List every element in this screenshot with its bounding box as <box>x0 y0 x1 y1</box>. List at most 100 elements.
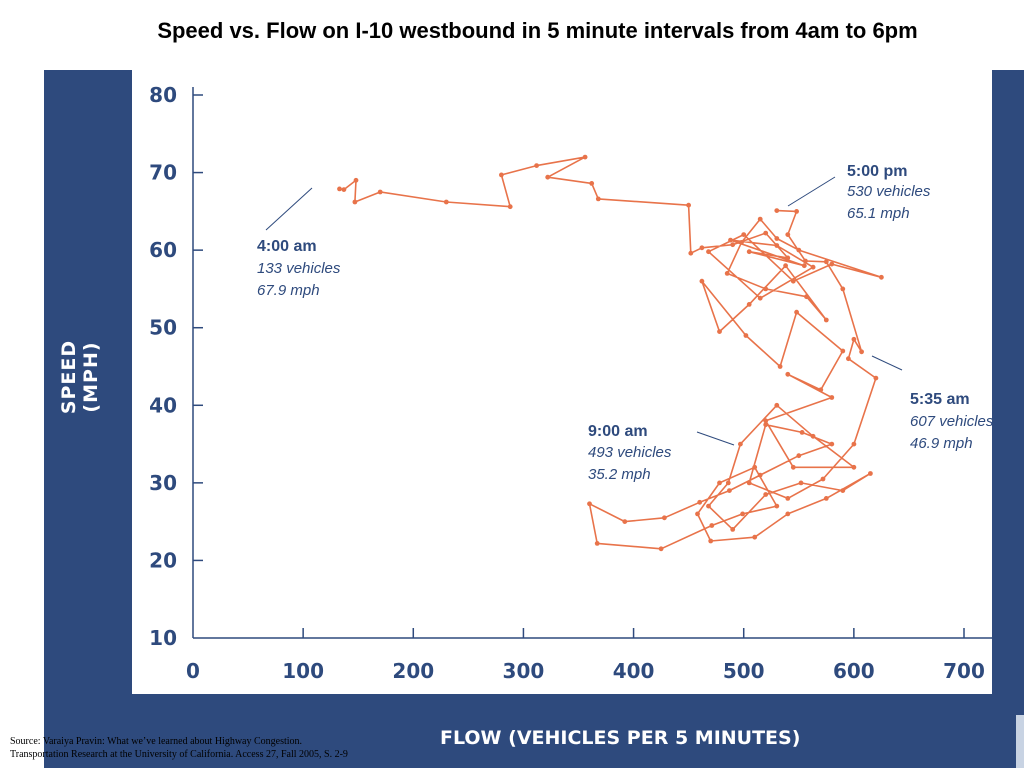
y-axis-label: SPEED (MPH) <box>58 339 102 415</box>
data-point <box>746 249 752 255</box>
annotation-4am-vehicles: 133 vehicles <box>257 260 341 277</box>
chart-frame-accent <box>1016 715 1024 768</box>
data-point <box>757 472 763 478</box>
x-tick-label: 100 <box>282 659 324 683</box>
data-point <box>804 294 809 300</box>
annotation-9am-vehicles: 493 vehicles <box>588 444 672 461</box>
data-point <box>785 255 791 261</box>
data-point <box>859 349 864 355</box>
data-point <box>829 261 835 267</box>
data-point <box>697 499 703 505</box>
data-point <box>377 189 383 195</box>
x-tick-label: 200 <box>392 659 434 683</box>
x-tick-label: 600 <box>833 659 875 683</box>
data-point <box>799 430 805 435</box>
annotation-535am-time: 5:35 am <box>910 391 970 408</box>
data-point <box>699 245 705 251</box>
data-point <box>879 274 884 280</box>
x-axis-label: FLOW (VEHICLES PER 5 MINUTES) <box>440 727 801 749</box>
data-point <box>763 492 769 497</box>
data-point <box>699 278 705 284</box>
data-point <box>740 511 745 517</box>
data-point <box>717 329 722 334</box>
data-point <box>829 441 835 447</box>
data-point <box>823 317 829 323</box>
annotation-535am-speed: 46.9 mph <box>910 435 973 452</box>
data-point <box>785 511 791 517</box>
data-point <box>353 177 359 183</box>
plot-panel: 0 100 200 300 400 500 600 700 10 20 30 40 50 60 70 80 4… <box>132 70 992 694</box>
data-point <box>829 395 835 400</box>
data-point <box>763 286 769 292</box>
data-point <box>730 527 736 532</box>
data-point <box>840 286 846 292</box>
data-point <box>785 496 791 501</box>
data-point <box>727 488 732 493</box>
data-point <box>763 230 769 236</box>
annotation-leader-4am <box>265 187 313 231</box>
annotation-535am-vehicles: 607 vehicles <box>910 413 992 430</box>
y-tick-label: 20 <box>149 548 177 572</box>
source-citation: Source: Varaiya Pravin: What we’ve learn… <box>10 735 348 761</box>
data-point <box>341 187 347 192</box>
data-point <box>798 480 804 486</box>
data-point <box>790 464 796 470</box>
data-point <box>840 488 846 493</box>
y-tick-label: 40 <box>149 393 177 417</box>
data-point <box>823 259 829 265</box>
data-point <box>796 453 802 459</box>
data-point <box>743 333 749 338</box>
data-point <box>774 236 780 241</box>
data-point <box>810 264 816 270</box>
data-point <box>774 503 780 509</box>
y-tick-label: 70 <box>149 161 177 185</box>
annotation-5pm-speed: 65.1 mph <box>847 205 910 222</box>
data-point <box>794 209 799 214</box>
annotation-leader-535am <box>871 355 903 371</box>
data-point <box>662 515 667 521</box>
data-point <box>810 433 816 439</box>
chart-frame-left <box>44 70 132 768</box>
annotation-4am-speed: 67.9 mph <box>257 282 320 299</box>
annotation-5pm-time: 5:00 pm <box>847 163 907 180</box>
data-point <box>777 364 783 369</box>
data-point <box>725 480 731 486</box>
data-point <box>752 534 758 540</box>
data-point <box>622 519 628 524</box>
annotation-5pm-vehicles: 530 vehicles <box>847 183 931 200</box>
data-point <box>823 496 829 501</box>
data-point <box>594 541 600 546</box>
data-point <box>595 196 601 202</box>
annotation-leader-9am <box>696 431 735 446</box>
annotation-4am-time: 4:00 am <box>257 238 317 255</box>
data-point <box>840 348 846 354</box>
data-point <box>499 172 504 178</box>
data-point <box>796 247 802 253</box>
data-point <box>582 154 588 160</box>
data-point <box>774 243 780 248</box>
data-point <box>851 441 857 447</box>
data-point <box>706 503 711 509</box>
data-point <box>794 309 799 315</box>
y-tick-label: 10 <box>149 626 177 650</box>
data-point <box>790 278 796 284</box>
annotation-9am-time: 9:00 am <box>588 423 648 440</box>
data-point <box>803 258 808 264</box>
data-point <box>851 336 857 342</box>
x-tick-label: 500 <box>723 659 765 683</box>
data-point <box>717 480 722 486</box>
source-line-2: Transportation Research at the Universit… <box>10 749 348 760</box>
speed-flow-chart: 0 100 200 300 400 500 600 700 10 20 30 40 50 60 70 80 4… <box>149 83 992 683</box>
data-point <box>801 263 807 269</box>
data-point <box>763 418 769 424</box>
data-point <box>545 174 551 180</box>
slide-title: Speed vs. Flow on I-10 westbound in 5 mi… <box>157 18 918 43</box>
data-point <box>873 375 879 381</box>
data-point <box>728 237 733 243</box>
series-line <box>339 156 883 550</box>
data-point <box>709 523 715 528</box>
data-point <box>534 163 539 168</box>
data-point <box>708 538 714 544</box>
data-point <box>868 471 873 476</box>
data-point <box>587 501 592 507</box>
